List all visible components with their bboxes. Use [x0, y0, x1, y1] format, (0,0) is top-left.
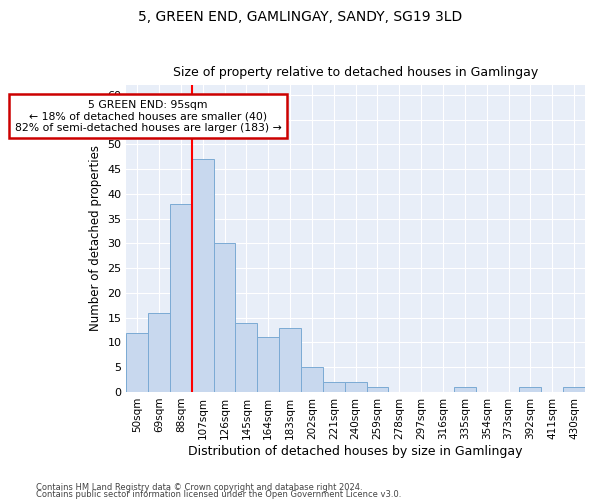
- Bar: [257, 338, 279, 392]
- Bar: [563, 387, 585, 392]
- Bar: [344, 382, 367, 392]
- Bar: [170, 204, 192, 392]
- Bar: [454, 387, 476, 392]
- Bar: [235, 322, 257, 392]
- Bar: [520, 387, 541, 392]
- Bar: [367, 387, 388, 392]
- Bar: [214, 244, 235, 392]
- Bar: [301, 367, 323, 392]
- Text: 5, GREEN END, GAMLINGAY, SANDY, SG19 3LD: 5, GREEN END, GAMLINGAY, SANDY, SG19 3LD: [138, 10, 462, 24]
- Text: Contains HM Land Registry data © Crown copyright and database right 2024.: Contains HM Land Registry data © Crown c…: [36, 484, 362, 492]
- Title: Size of property relative to detached houses in Gamlingay: Size of property relative to detached ho…: [173, 66, 538, 80]
- Bar: [192, 159, 214, 392]
- X-axis label: Distribution of detached houses by size in Gamlingay: Distribution of detached houses by size …: [188, 444, 523, 458]
- Bar: [279, 328, 301, 392]
- Text: Contains public sector information licensed under the Open Government Licence v3: Contains public sector information licen…: [36, 490, 401, 499]
- Y-axis label: Number of detached properties: Number of detached properties: [89, 146, 101, 332]
- Text: 5 GREEN END: 95sqm
← 18% of detached houses are smaller (40)
82% of semi-detache: 5 GREEN END: 95sqm ← 18% of detached hou…: [15, 100, 281, 133]
- Bar: [126, 332, 148, 392]
- Bar: [323, 382, 344, 392]
- Bar: [148, 312, 170, 392]
